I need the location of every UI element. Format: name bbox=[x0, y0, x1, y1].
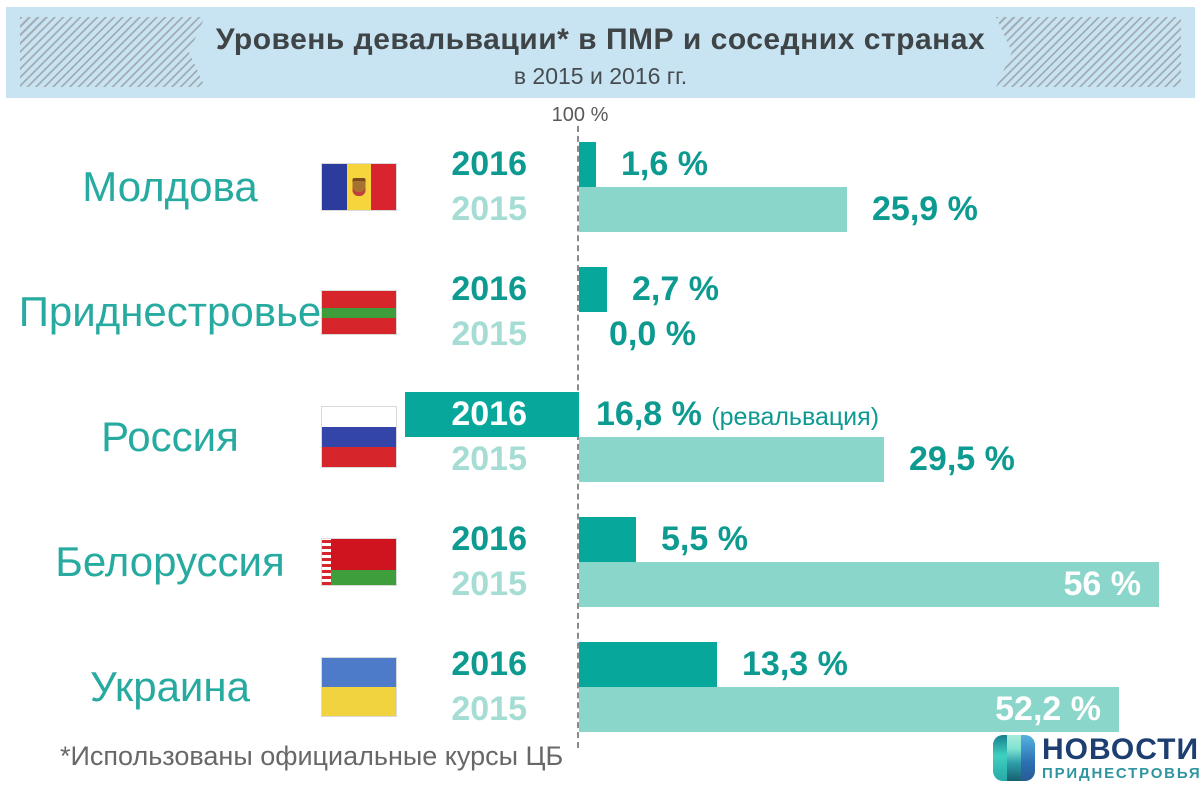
flag-stripe bbox=[322, 164, 347, 210]
value-ukraine-2016: 13,3 % bbox=[742, 645, 848, 683]
country-label-moldova: Молдова bbox=[82, 163, 258, 210]
value-pridnestrovie-2016: 2,7 % bbox=[632, 270, 719, 308]
flag-belarus bbox=[321, 538, 397, 586]
logo-icon-bar bbox=[993, 735, 1007, 781]
flag-stripe bbox=[322, 658, 396, 687]
flag-stripe bbox=[322, 687, 396, 716]
country-label-belarus: Белоруссия bbox=[55, 538, 285, 585]
flag-stripe bbox=[322, 427, 396, 448]
value-belarus-2015: 56 % bbox=[1063, 565, 1142, 603]
flag-stripe bbox=[322, 308, 396, 318]
value-russia-2016: 16,8 % (ревальвация) bbox=[596, 392, 879, 437]
logo-icon-bar bbox=[1007, 735, 1021, 781]
flag-stripe bbox=[322, 317, 396, 334]
belarus-ornament-strip bbox=[322, 539, 331, 585]
year-label-2015: 2015 bbox=[451, 690, 527, 728]
value-russia-2015: 29,5 % bbox=[909, 440, 1015, 478]
year-label-2016: 2016 bbox=[451, 145, 527, 183]
logo-n-icon bbox=[993, 735, 1035, 781]
flag-fields bbox=[331, 539, 396, 585]
footnote: *Использованы официальные курсы ЦБ bbox=[60, 741, 564, 771]
header-band: Уровень девальвации* в ПМР и соседних ст… bbox=[6, 7, 1195, 98]
logo-title: НОВОСТИ bbox=[1042, 733, 1200, 766]
bar-belarus-2015 bbox=[579, 562, 1159, 607]
bar-russia-2016-revaluation bbox=[405, 392, 579, 437]
year-label-2016: 2016 bbox=[451, 395, 527, 433]
year-label-2015: 2015 bbox=[451, 315, 527, 353]
value-moldova-2016: 1,6 % bbox=[621, 145, 708, 183]
country-label-ukraine: Украина bbox=[90, 663, 250, 710]
country-label-russia: Россия bbox=[101, 413, 239, 460]
moldova-coat-of-arms bbox=[352, 178, 366, 196]
value-russia-2016-number: 16,8 % bbox=[596, 395, 702, 433]
value-belarus-2016: 5,5 % bbox=[661, 520, 748, 558]
logo-subtitle: ПРИДНЕСТРОВЬЯ bbox=[1042, 765, 1201, 782]
revaluation-note: (ревальвация) bbox=[711, 403, 880, 431]
year-label-2016: 2016 bbox=[451, 645, 527, 683]
news-pridnestrovie-logo: НОВОСТИ ПРИДНЕСТРОВЬЯ bbox=[993, 735, 1201, 782]
logo-text: НОВОСТИ ПРИДНЕСТРОВЬЯ bbox=[1042, 733, 1201, 783]
chart-subtitle: в 2015 и 2016 гг. bbox=[513, 63, 688, 89]
flag-pridnestrovie bbox=[321, 290, 397, 335]
year-label-2015: 2015 bbox=[451, 440, 527, 478]
flag-stripe bbox=[322, 407, 396, 428]
flag-stripe bbox=[331, 569, 396, 585]
flag-moldova bbox=[321, 163, 397, 211]
year-label-2016: 2016 bbox=[451, 270, 527, 308]
logo-icon-bar bbox=[1021, 735, 1035, 781]
year-label-2015: 2015 bbox=[451, 190, 527, 228]
bar-ukraine-2015 bbox=[579, 687, 1119, 732]
flag-stripe bbox=[331, 539, 396, 570]
axis-100-percent-label: 100 % bbox=[551, 104, 609, 126]
flag-stripe bbox=[322, 447, 396, 467]
flag-ukraine bbox=[321, 657, 397, 717]
chart-title: Уровень девальвации* в ПМР и соседних ст… bbox=[215, 23, 986, 56]
value-pridnestrovie-2015: 0,0 % bbox=[609, 315, 696, 353]
bar-pridnestrovie-2016 bbox=[579, 267, 607, 312]
value-moldova-2015: 25,9 % bbox=[872, 190, 978, 228]
bar-moldova-2015 bbox=[579, 187, 847, 232]
bar-russia-2015 bbox=[579, 437, 884, 482]
flag-russia bbox=[321, 406, 397, 468]
flag-stripe bbox=[346, 164, 372, 210]
axis-baseline-dashed bbox=[577, 126, 579, 748]
flag-stripe bbox=[371, 164, 397, 210]
header-ribbon-right-hatch bbox=[996, 17, 1181, 87]
flag-stripe bbox=[322, 291, 396, 309]
bar-ukraine-2016 bbox=[579, 642, 717, 687]
bar-moldova-2016 bbox=[579, 142, 596, 187]
bar-belarus-2016 bbox=[579, 517, 636, 562]
country-label-pridnestrovie: Приднестровье bbox=[18, 288, 322, 335]
year-label-2016: 2016 bbox=[451, 520, 527, 558]
value-ukraine-2015: 52,2 % bbox=[995, 690, 1101, 728]
header-ribbon-left-hatch bbox=[20, 17, 205, 87]
year-label-2015: 2015 bbox=[451, 565, 527, 603]
